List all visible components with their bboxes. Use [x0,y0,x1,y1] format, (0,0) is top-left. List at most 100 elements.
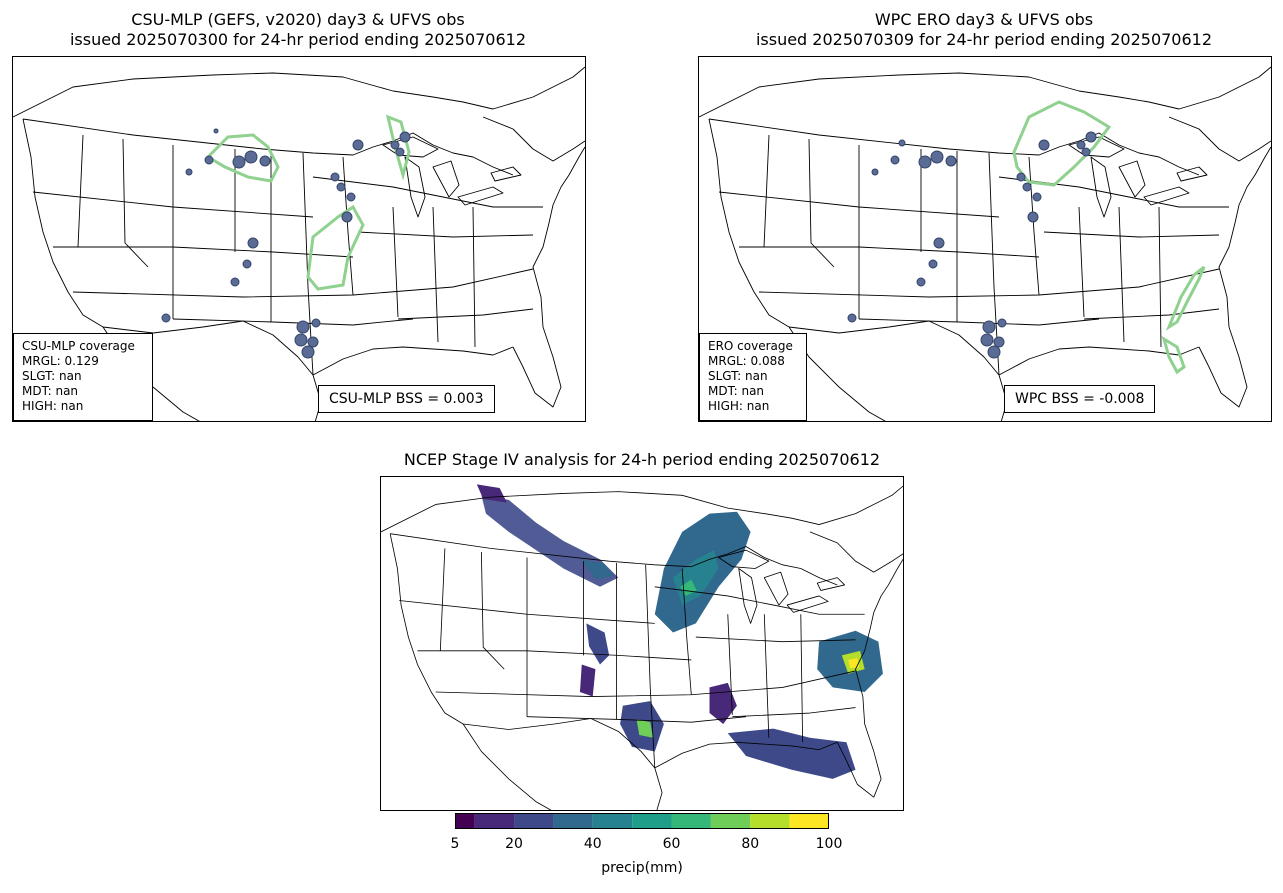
obs-point [259,155,271,167]
obs-point [341,211,353,223]
wpc-mrgl-contour-florida [1161,335,1186,375]
wpc-coverage-box: ERO coverage MRGL: 0.088 SLGT: nan MDT: … [699,333,807,421]
obs-point [918,155,932,169]
precip-blob-north-plains-core [581,559,614,580]
coverage-mdt: MDT: nan [22,384,79,398]
wpc-title-line1: WPC ERO day3 & UFVS obs [874,10,1094,29]
stage4-title: NCEP Stage IV analysis for 24-h period e… [403,450,881,469]
colorbar-tick-label: 20 [505,836,523,852]
obs-point [933,237,945,249]
stage4-map-panel [380,476,904,811]
precip-blob-new-mexico [579,664,596,697]
csu-mrgl-contour-montana [205,133,280,183]
wpc-bss-box: WPC BSS = -0.008 [1004,385,1156,413]
colorbar-swatch [750,813,790,829]
csu-title-line2: issued 2025070300 for 24-hr period endin… [69,30,527,49]
colorbar-swatch [514,813,554,829]
obs-point [1032,192,1042,202]
obs-point [232,155,246,169]
obs-point [928,259,938,269]
obs-point [1038,139,1050,151]
csu-map [13,66,585,421]
csu-mrgl-contours [205,114,411,291]
colorbar-frame [455,813,829,829]
colorbar-label: precip(mm) [601,860,683,876]
precip-blob-carolinas-peak [848,658,860,669]
coverage-slgt: SLGT: nan [708,369,768,383]
coverage-high: HIGH: nan [22,399,84,413]
colorbar-ticks: 5 20 40 60 80 100 [451,836,843,856]
obs-point [930,150,944,164]
obs-point [242,259,252,269]
precip-blob-texas-core [636,719,653,738]
wpc-map [699,66,1271,421]
obs-point [230,277,240,287]
wpc-title-line2: issued 2025070309 for 24-hr period endin… [755,30,1213,49]
csu-coverage-box: CSU-MLP coverage MRGL: 0.129 SLGT: nan M… [13,333,153,421]
coverage-slgt: SLGT: nan [22,369,82,383]
obs-point [296,320,310,334]
obs-point [213,128,219,134]
colorbar-swatch [592,813,633,829]
coverage-high: HIGH: nan [708,399,770,413]
obs-point [871,168,879,176]
colorbar-tick-label: 5 [450,836,460,852]
coverage-mrgl: MRGL: 0.088 [708,354,785,368]
obs-point [311,318,321,328]
obs-point [247,237,259,249]
wpc-mrgl-contour-greatlakes [1012,100,1112,187]
obs-point [1085,131,1097,143]
obs-point [898,139,906,147]
obs-point [987,345,1001,359]
wpc-title: WPC ERO day3 & UFVS obs issued 202507030… [698,10,1270,50]
obs-point [916,277,926,287]
stage4-map [381,484,903,810]
obs-point [346,192,356,202]
csu-bss-box: CSU-MLP BSS = 0.003 [318,385,495,413]
obs-point [399,131,411,143]
obs-point [185,168,193,176]
wpc-map-panel: ERO coverage MRGL: 0.088 SLGT: nan MDT: … [698,56,1272,422]
obs-point [294,333,308,347]
obs-point [336,182,346,192]
obs-point [1081,147,1091,157]
obs-point [1076,140,1086,150]
obs-point [395,147,405,157]
obs-point [390,140,400,150]
obs-point [330,172,340,182]
precip-blob-north-plains [481,495,619,587]
obs-point [890,155,900,165]
coverage-heading: CSU-MLP coverage [22,339,135,353]
obs-point [307,336,319,348]
obs-point [1022,182,1032,192]
colorbar-tick-label: 60 [662,836,681,852]
obs-point [301,345,315,359]
obs-point [993,336,1005,348]
coverage-mrgl: MRGL: 0.129 [22,354,99,368]
precip-blob-colorado [586,623,610,665]
csu-map-panel: CSU-MLP coverage MRGL: 0.129 SLGT: nan M… [12,56,586,422]
obs-point [847,313,857,323]
colorbar-swatches [455,813,829,829]
colorbar-swatch [553,813,593,829]
obs-point [980,333,994,347]
precip-blob-gulf-coast [727,728,856,779]
colorbar-tick-label: 40 [583,836,602,852]
obs-point [997,318,1007,328]
obs-point [161,313,171,323]
colorbar [455,813,829,829]
colorbar-swatch [455,813,475,829]
obs-point [244,150,258,164]
colorbar-swatch [789,813,829,829]
csu-title-line1: CSU-MLP (GEFS, v2020) day3 & UFVS obs [131,10,465,29]
wpc-obs-points [847,131,1097,359]
colorbar-swatch [632,813,672,829]
colorbar-swatch [671,813,711,829]
obs-point [945,155,957,167]
colorbar-tick-label: 100 [815,836,843,852]
coverage-mdt: MDT: nan [708,384,765,398]
colorbar-swatch [710,813,751,829]
colorbar-swatch [474,813,515,829]
stage4-precip-field [476,484,883,779]
wpc-mrgl-contour-carolinas [1165,265,1206,331]
